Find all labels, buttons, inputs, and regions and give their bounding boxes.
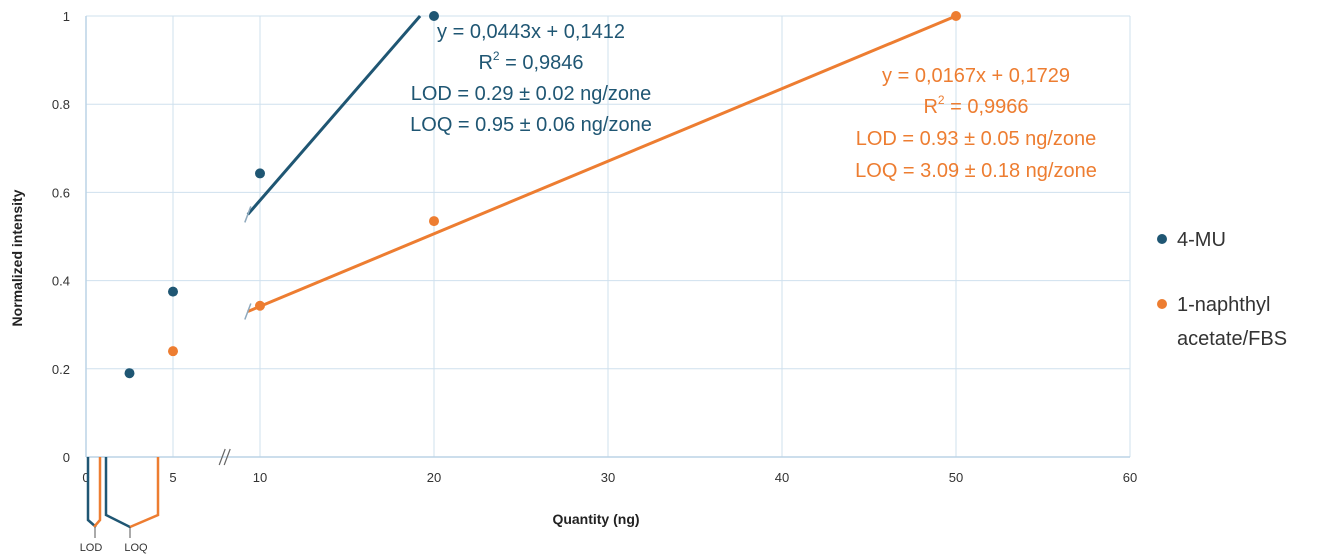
x-tick-label-5: 5: [169, 470, 176, 485]
legend-label-4mu: 4-MU: [1177, 229, 1226, 251]
series-naphthyl-r2: R2 = 0,9966: [923, 93, 1028, 118]
legend-item-4mu[interactable]: 4-MU: [1157, 229, 1226, 251]
y-tick-label-1: 1: [63, 9, 70, 24]
series-naphthyl-equation: y = 0,0167x + 0,1729: [882, 65, 1070, 87]
legend-marker-4mu: [1157, 234, 1167, 244]
loq-bracket-4mu: [106, 457, 130, 527]
x-tick-label-40: 40: [775, 470, 789, 485]
series-4mu-lod: LOD = 0.29 ± 0.02 ng/zone: [411, 83, 652, 105]
trendline-series-1: [248, 16, 956, 311]
series-4mu-r2: R2 = 0,9846: [478, 49, 583, 74]
legend-item-naphthyl[interactable]: 1-naphthyl acetate/FBS: [1157, 294, 1287, 350]
data-point-series-0-2: [255, 168, 265, 178]
data-point-series-1-2: [429, 216, 439, 226]
series-4mu-equation-block: y = 0,0443x + 0,1412 R2 = 0,9846 LOD = 0…: [410, 21, 652, 136]
y-tick-label-0_8: 0.8: [52, 97, 70, 112]
trendlines: [248, 16, 956, 311]
y-axis-title: Normalized intensity: [9, 189, 25, 326]
legend-label-naphthyl-line2: acetate/FBS: [1177, 328, 1287, 350]
lod-loq-brackets: [88, 457, 158, 538]
y-tick-label-0_4: 0.4: [52, 274, 70, 289]
y-tick-label-0: 0: [63, 450, 70, 465]
x-tick-label-20: 20: [427, 470, 441, 485]
data-point-series-0-1: [168, 287, 178, 297]
series-naphthyl-loq: LOQ = 3.09 ± 0.18 ng/zone: [855, 160, 1097, 182]
x-tick-label-10: 10: [253, 470, 267, 485]
legend: 4-MU 1-naphthyl acetate/FBS: [1157, 229, 1287, 350]
y-tick-label-0_2: 0.2: [52, 362, 70, 377]
x-tick-label-50: 50: [949, 470, 963, 485]
series-naphthyl-equation-block: y = 0,0167x + 0,1729 R2 = 0,9966 LOD = 0…: [855, 65, 1097, 182]
lod-label: LOD: [80, 542, 103, 554]
series-4mu-equation: y = 0,0443x + 0,1412: [437, 21, 625, 43]
lod-bracket-naphthyl: [94, 457, 100, 527]
trendline-break-mark-0: [245, 206, 251, 222]
x-tick-label-60: 60: [1123, 470, 1137, 485]
axis-break-marks: [219, 206, 251, 465]
data-point-series-1-1: [255, 301, 265, 311]
legend-label-naphthyl-line1: 1-naphthyl: [1177, 294, 1270, 316]
x-axis-title: Quantity (ng): [552, 511, 639, 527]
loq-bracket-naphthyl: [130, 457, 158, 527]
series-naphthyl-lod: LOD = 0.93 ± 0.05 ng/zone: [856, 128, 1097, 150]
x-tick-label-30: 30: [601, 470, 615, 485]
data-point-series-1-0: [168, 346, 178, 356]
legend-marker-naphthyl: [1157, 299, 1167, 309]
trendline-series-0: [248, 16, 420, 214]
loq-label: LOQ: [124, 542, 148, 554]
series-4mu-loq: LOQ = 0.95 ± 0.06 ng/zone: [410, 114, 652, 136]
data-point-series-0-3: [429, 11, 439, 21]
lod-bracket-4mu: [88, 457, 96, 527]
data-point-series-1-3: [951, 11, 961, 21]
data-point-series-0-0: [125, 368, 135, 378]
y-tick-label-0_6: 0.6: [52, 185, 70, 200]
